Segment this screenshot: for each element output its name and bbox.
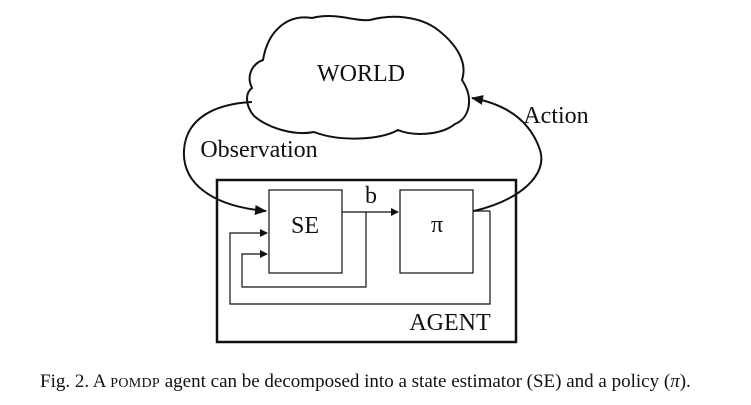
observation-label: Observation bbox=[200, 137, 317, 163]
action-label: Action bbox=[523, 103, 588, 129]
agent-box bbox=[215, 178, 518, 344]
figure-caption: Fig. 2. A POMDP agent can be decomposed … bbox=[40, 370, 745, 396]
caption-pomdp: POMDP bbox=[110, 376, 160, 391]
caption-pi-symbol: π bbox=[670, 371, 680, 392]
belief-label: b bbox=[365, 183, 377, 209]
belief-feedback-loop bbox=[241, 212, 367, 288]
se-label: SE bbox=[291, 213, 319, 239]
agent-label: AGENT bbox=[409, 310, 491, 336]
action-arrow bbox=[471, 95, 543, 212]
caption-end: ). bbox=[679, 371, 691, 392]
world-cloud bbox=[246, 15, 471, 140]
policy-box bbox=[399, 189, 474, 274]
action-feedback-loop bbox=[229, 211, 491, 305]
policy-label: π bbox=[431, 212, 443, 238]
se-box bbox=[268, 189, 343, 274]
caption-prefix: Fig. 2. A bbox=[40, 371, 106, 392]
world-label: WORLD bbox=[317, 61, 405, 87]
caption-main-text: agent can be decomposed into a state est… bbox=[164, 371, 671, 392]
observation-arrow bbox=[182, 101, 267, 215]
